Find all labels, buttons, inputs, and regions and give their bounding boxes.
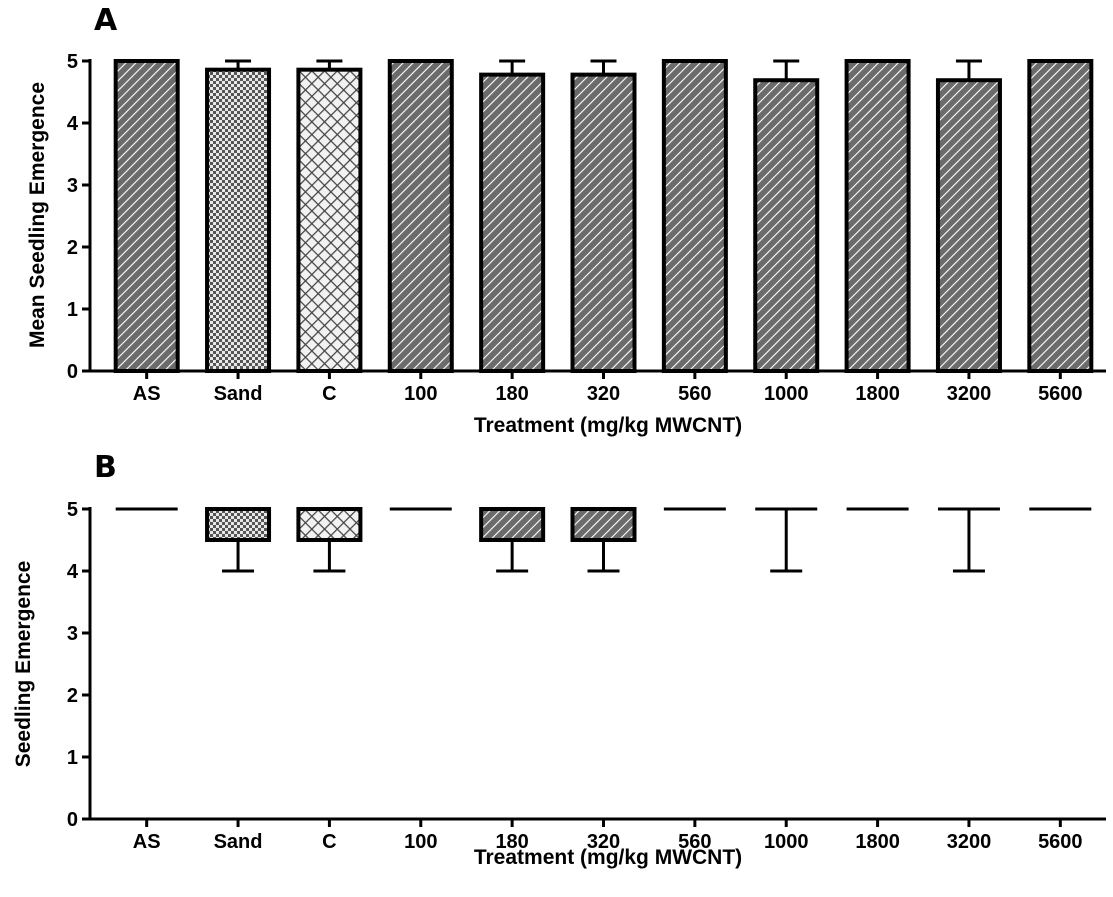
panel-a-ylabel: Mean Seedling Emergence — [26, 82, 49, 348]
panel-a-x-tick-label: 5600 — [1038, 383, 1083, 405]
panel-b-y-tick-label: 1 — [67, 747, 78, 769]
panel-a-bar — [1027, 59, 1094, 373]
panel-a-y-tick-label: 5 — [67, 51, 78, 73]
panel-b-x-tick-label: 3200 — [947, 831, 992, 853]
panel-a-plot: 0 1 2 3 4 5 AS Sand C 100 180 320 560 1000 1800 3200 560… — [67, 51, 1106, 405]
panel-b-x-tick-label: 180 — [495, 831, 528, 853]
panel-a-x-tick-label: AS — [133, 383, 161, 405]
panel-a-x-tick-label: Sand — [214, 383, 263, 405]
panel-b-ylabel: Seedling Emergence — [12, 561, 35, 768]
panel-a-x-tick-label: 3200 — [947, 383, 992, 405]
panel-a-bar — [753, 78, 820, 373]
panel-a-y-tick-label: 0 — [67, 361, 78, 383]
panel-b-box — [296, 507, 363, 542]
panel-a-x-tick-label: 100 — [404, 383, 437, 405]
panel-b-x-tick-label: C — [322, 831, 336, 853]
panel-a-xlabel: Treatment (mg/kg MWCNT) — [474, 414, 742, 437]
panel-b-y-tick-label: 4 — [67, 561, 79, 583]
panel-a-x-tick-label: 560 — [678, 383, 711, 405]
panel-b-xlabel: Treatment (mg/kg MWCNT) — [474, 846, 742, 869]
panel-a-bar — [113, 59, 180, 373]
panel-a-x-tick-label: 320 — [587, 383, 620, 405]
panel-a-bar — [296, 67, 363, 374]
panel-b-y-tick-label: 0 — [67, 809, 78, 831]
panel-b-x-tick-label: 5600 — [1038, 831, 1083, 853]
panel-a-y-tick-label: 3 — [67, 175, 78, 197]
panel-b-y-tick-label: 5 — [67, 499, 78, 521]
panel-a-x-tick-label: 1000 — [764, 383, 809, 405]
panel-b-x-tick-label: 1000 — [764, 831, 809, 853]
panel-b-label: B — [94, 450, 117, 485]
panel-b-y-tick-label: 2 — [67, 685, 78, 707]
panel-a-y-tick-label: 1 — [67, 299, 78, 321]
panel-b-plot: 0 1 2 3 4 5 AS Sand C 100 180 320 560 1000 1800 3200 560… — [67, 499, 1106, 853]
panel-b-x-tick-label: 560 — [678, 831, 711, 853]
panel-a-bar — [935, 78, 1002, 373]
panel-a-bar — [844, 59, 911, 373]
panel-a-bar — [205, 67, 272, 374]
panel-a-x-tick-label: C — [322, 383, 336, 405]
panel-a-x-tick-label: 180 — [495, 383, 528, 405]
panel-b-x-tick-label: 320 — [587, 831, 620, 853]
panel-a-label: A — [94, 3, 118, 38]
panel-b-y-tick-label: 3 — [67, 623, 78, 645]
panel-b-box — [479, 507, 546, 542]
panel-a-bar — [661, 59, 728, 373]
panel-a-bar — [479, 72, 546, 373]
panel-a-bar — [387, 59, 454, 373]
panel-b-box — [205, 507, 272, 542]
panel-a-y-tick-label: 2 — [67, 237, 78, 259]
panel-b-box — [570, 507, 637, 542]
panel-b-x-tick-label: Sand — [214, 831, 263, 853]
panel-b-x-tick-label: 1800 — [855, 831, 900, 853]
panel-a-x-tick-label: 1800 — [855, 383, 900, 405]
panel-b-x-tick-label: 100 — [404, 831, 437, 853]
panel-a-y-tick-label: 4 — [67, 113, 79, 135]
panel-a-bar — [570, 72, 637, 373]
panel-b-x-tick-label: AS — [133, 831, 161, 853]
